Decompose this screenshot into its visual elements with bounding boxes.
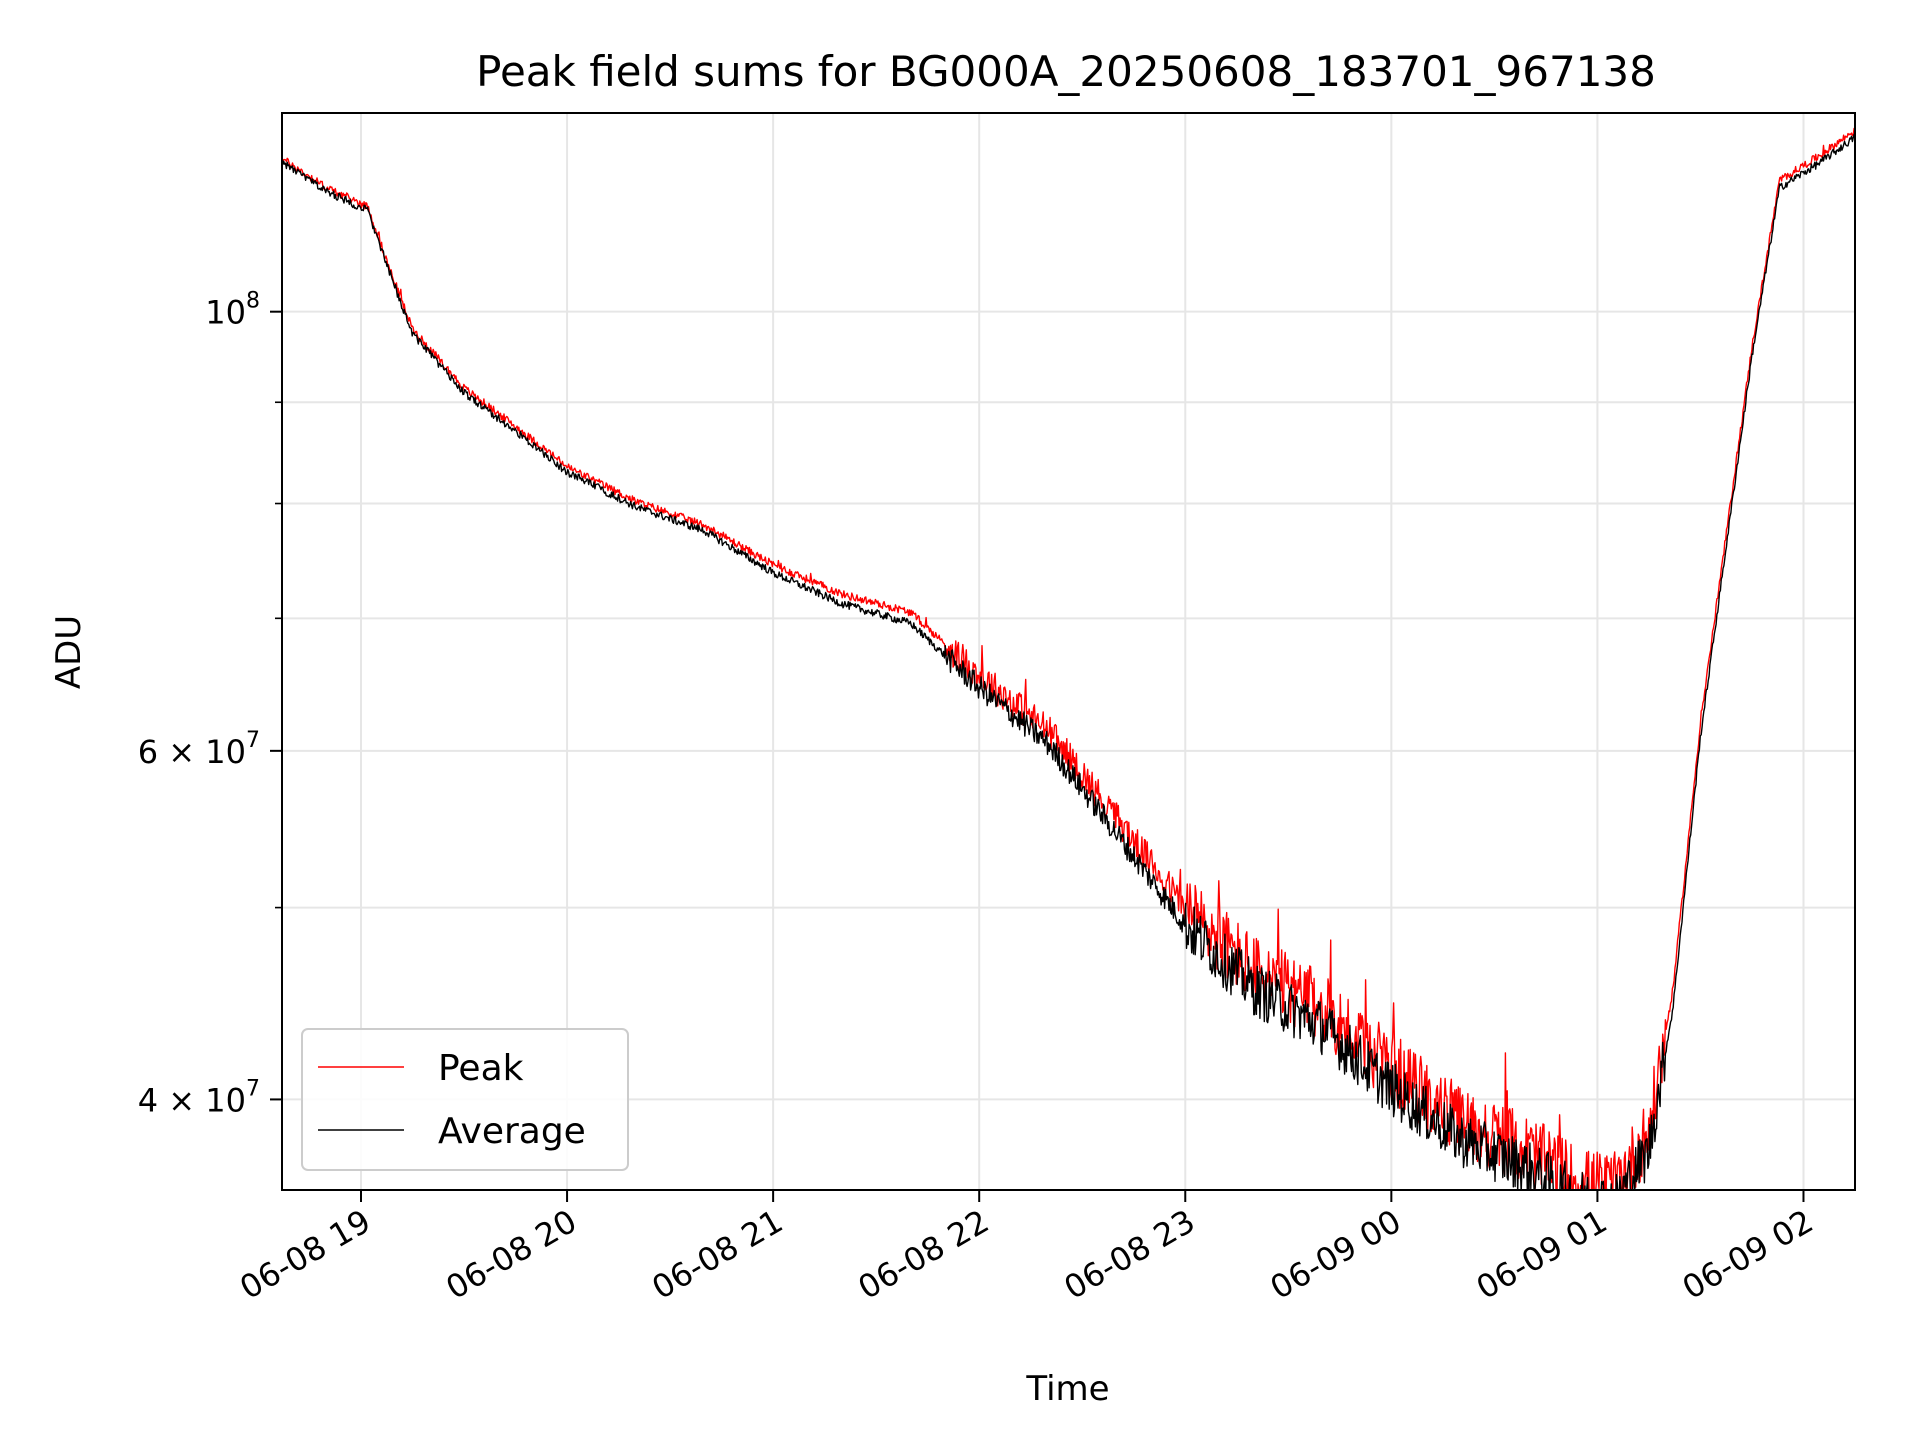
series-line-peak bbox=[282, 127, 1855, 1190]
grid bbox=[282, 113, 1855, 1190]
y-axis-label: ADU bbox=[49, 615, 89, 689]
chart-title: Peak field sums for BG000A_20250608_1837… bbox=[476, 47, 1656, 96]
legend-label-peak: Peak bbox=[438, 1048, 524, 1089]
y-tick-label: 108 bbox=[205, 289, 260, 332]
legend: Peak Average bbox=[301, 1028, 629, 1171]
y-tick-label: 6 × 107 bbox=[138, 728, 260, 771]
legend-box bbox=[301, 1028, 629, 1171]
legend-label-average: Average bbox=[438, 1111, 586, 1152]
y-tick-label: 4 × 107 bbox=[138, 1076, 260, 1119]
x-axis-label: Time bbox=[1025, 1369, 1109, 1409]
series-layer bbox=[282, 127, 1855, 1190]
series-line-average bbox=[282, 133, 1855, 1190]
y-axis: 108 6 × 107 4 × 107 bbox=[138, 289, 282, 1119]
plot-frame bbox=[281, 112, 1856, 1191]
